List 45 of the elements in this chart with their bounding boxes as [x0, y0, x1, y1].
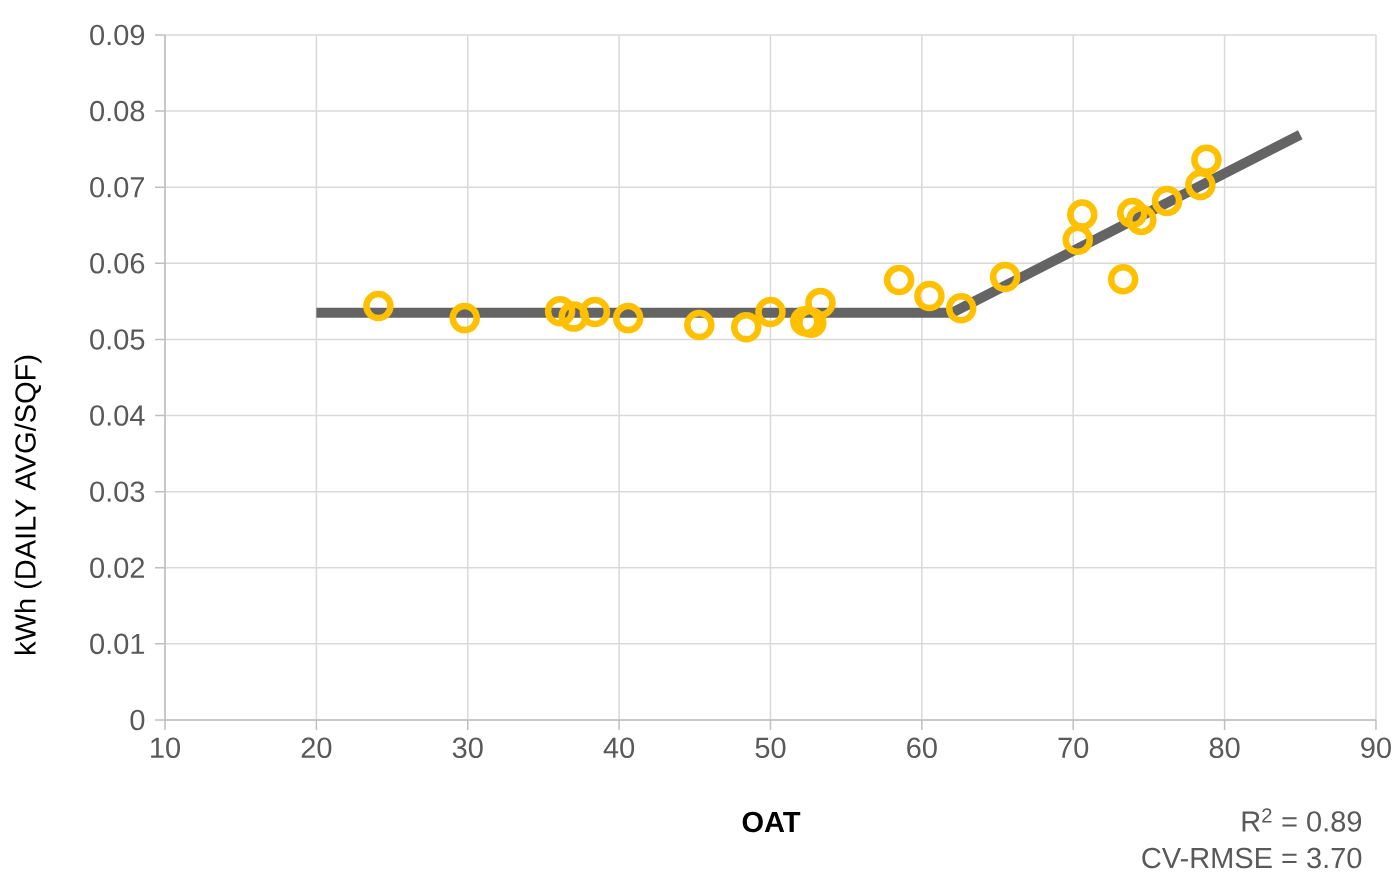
y-tick-label: 0.08: [90, 100, 145, 122]
point: [914, 280, 945, 312]
y-axis-title: kWh (DAILY AVG/SQF): [14, 355, 42, 654]
point: [755, 296, 786, 328]
x-axis-title: OAT: [742, 811, 801, 833]
x-tick-label: 80: [1209, 737, 1240, 759]
x-tick-label: 90: [1361, 737, 1391, 759]
y-tick-label: 0.03: [90, 481, 145, 502]
point: [1117, 197, 1148, 229]
point: [612, 302, 644, 334]
x-tick-label: 20: [301, 737, 332, 759]
x-tick-label: 10: [151, 737, 180, 759]
point: [805, 287, 836, 319]
y-tick-label: 0.04: [90, 405, 145, 426]
x-tick-label: 70: [1058, 737, 1089, 759]
point: [363, 290, 394, 322]
text: CV-RMSE = 3.70: [1142, 847, 1362, 869]
point: [1107, 264, 1139, 295]
y-tick-label: 0.05: [90, 329, 145, 350]
point: [684, 309, 715, 341]
x-tick-label: 60: [907, 737, 937, 759]
y-tick-label: 0.06: [90, 253, 145, 274]
point: [558, 301, 589, 332]
point: [945, 292, 977, 324]
point: [731, 312, 762, 343]
point: [1062, 224, 1094, 255]
point: [1185, 169, 1216, 201]
point: [1151, 185, 1183, 217]
y-tick-label: 0.07: [90, 176, 145, 198]
y-tick-label: 0.02: [90, 557, 145, 579]
point: [579, 296, 611, 328]
point: [1067, 199, 1098, 230]
point: [1126, 204, 1157, 236]
point: [883, 264, 915, 296]
point: [989, 261, 1021, 293]
y-tick-label: 0: [130, 709, 145, 731]
point: [1191, 144, 1222, 176]
x-tick-label: 40: [603, 737, 635, 759]
x-tick-label: 30: [452, 737, 483, 759]
point: [544, 296, 576, 327]
point: [449, 302, 480, 334]
x-tick-label: 50: [755, 737, 786, 759]
y-tick-label: 0.09: [90, 24, 145, 46]
text: R$^{2}$ = 0.89: [1242, 808, 1362, 832]
y-tick-label: 0.01: [90, 633, 145, 655]
